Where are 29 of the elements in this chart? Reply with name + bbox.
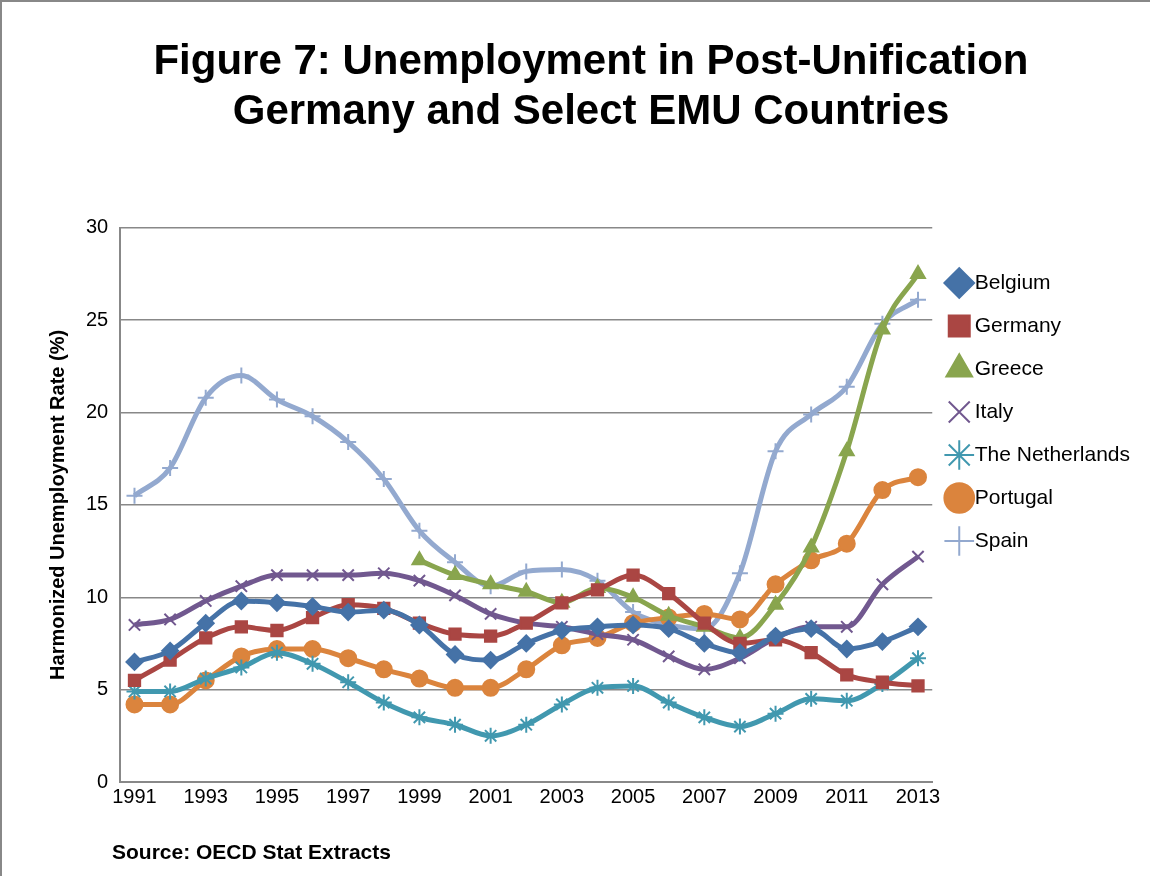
y-tick-label: 15 [86,492,109,515]
x-tick-label: 2001 [468,784,513,807]
x-tick-label: 1995 [254,784,300,807]
chart-title: Figure 7: Unemployment in Post-Unification Germany and Select EMU Countries [153,35,1029,134]
x-tick-label: 2011 [825,784,869,807]
y-tick-label: 0 [97,769,109,792]
x-tick-label: 2007 [682,784,727,807]
legend-label: Italy [974,398,1014,422]
source-note: Source: OECD Stat Extracts [112,840,391,864]
y-tick-label: 10 [86,584,109,607]
legend-label: Portugal [974,484,1053,508]
x-tick-label: 1997 [325,784,371,807]
x-tick-label: 2005 [610,784,656,807]
x-tick-label: 2003 [539,784,585,807]
legend-label: Belgium [974,269,1051,293]
x-tick-label: 2009 [753,784,798,807]
y-tick-label: 20 [86,400,109,423]
legend-label: Spain [974,527,1029,551]
y-tick-label: 30 [86,215,109,238]
legend-label: Germany [974,312,1062,336]
y-tick-label: 25 [86,307,109,330]
x-tick-label: 1999 [397,784,442,807]
x-tick-label: 1993 [183,784,228,807]
y-tick-label: 5 [97,677,109,700]
legend-label: The Netherlands [974,441,1131,465]
y-axis-title: Harmonized Unemployment Rate (%) [45,329,68,680]
legend-label: Greece [974,355,1044,379]
x-tick-label: 1991 [112,784,157,807]
x-tick-label: 2013 [895,784,941,807]
